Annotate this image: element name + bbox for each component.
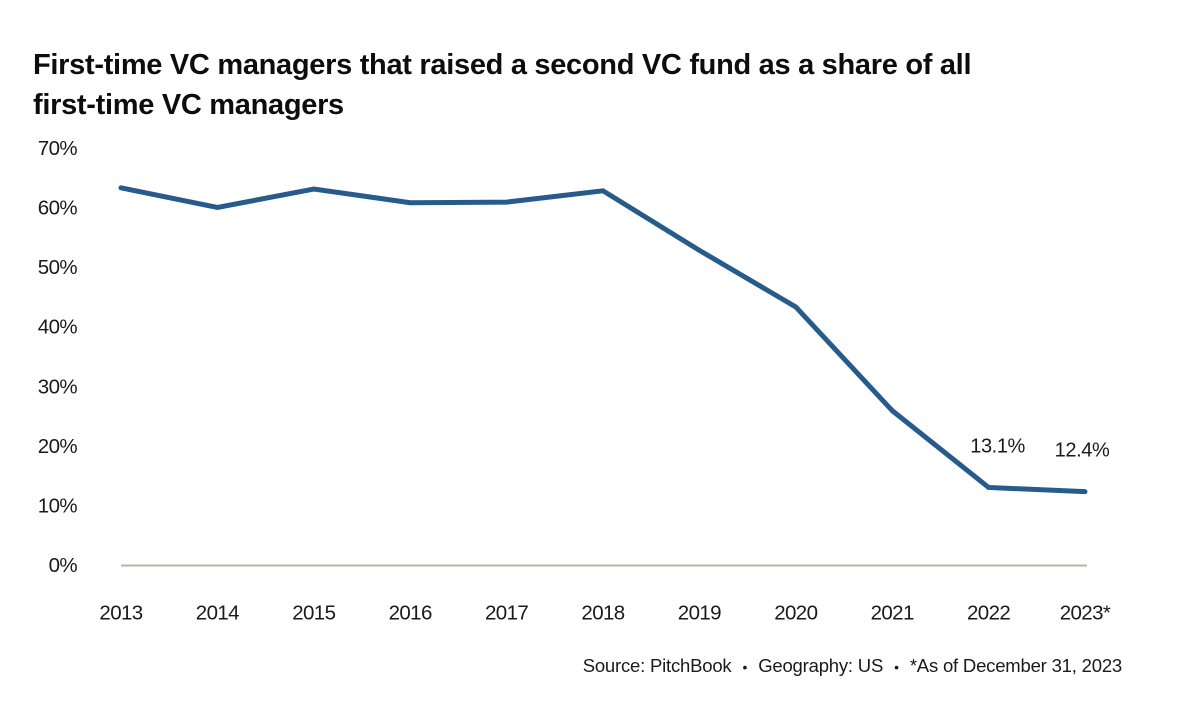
x-axis-tick-label: 2013 (99, 602, 142, 625)
x-axis-tick-label: 2014 (196, 602, 239, 625)
x-axis-tick-label: 2019 (678, 602, 721, 625)
y-axis-tick-label: 40% (38, 316, 78, 339)
source-label: Source: PitchBook (582, 655, 732, 676)
bullet-separator-icon: • (894, 659, 899, 675)
x-axis-tick-label: 2015 (292, 602, 335, 625)
y-axis-tick-label: 0% (49, 554, 78, 577)
y-axis-tick-label: 30% (38, 375, 78, 398)
y-axis-tick-label: 10% (38, 494, 78, 517)
x-axis-tick-label: 2017 (485, 602, 528, 625)
y-axis-tick-label: 20% (38, 435, 78, 458)
geography-label: Geography: US (758, 655, 884, 676)
data-point-label: 13.1% (970, 435, 1025, 457)
bullet-separator-icon: • (742, 659, 748, 675)
y-axis-tick-label: 60% (38, 197, 78, 220)
x-axis-tick-label: 2020 (774, 602, 817, 625)
x-axis-tick-label: 2022 (967, 602, 1010, 625)
chart-title-line1: First-time VC managers that raised a sec… (33, 49, 972, 82)
chart-title-line2: first-time VC managers (33, 89, 344, 122)
as-of-label: *As of December 31, 2023 (909, 655, 1122, 676)
x-axis-tick-label: 2018 (581, 602, 624, 625)
x-axis-tick-label: 2023* (1060, 602, 1111, 625)
trend-line (118, 185, 1088, 495)
x-axis-tick-label: 2021 (871, 602, 914, 625)
x-axis-tick-label: 2016 (389, 602, 432, 625)
chart-title: First-time VC managers that raised a sec… (33, 45, 972, 125)
y-axis-tick-label: 50% (38, 256, 78, 279)
source-note: Source: PitchBook • Geography: US • *As … (582, 655, 1123, 677)
y-axis-tick-label: 70% (38, 137, 78, 160)
data-point-label: 12.4% (1055, 440, 1110, 462)
